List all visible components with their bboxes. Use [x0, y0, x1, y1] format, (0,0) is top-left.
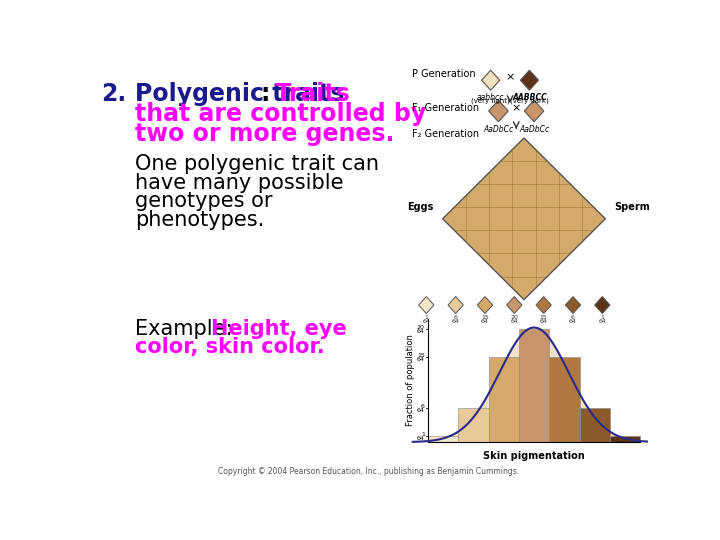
Polygon shape [521, 70, 539, 90]
Text: Height, eye: Height, eye [211, 319, 346, 339]
Polygon shape [524, 100, 544, 122]
Polygon shape [517, 140, 531, 156]
Polygon shape [493, 164, 507, 179]
Polygon shape [541, 211, 555, 226]
Polygon shape [536, 296, 552, 314]
Text: Traits: Traits [266, 82, 349, 106]
Polygon shape [446, 211, 459, 226]
Polygon shape [517, 211, 531, 226]
Polygon shape [493, 211, 507, 226]
Polygon shape [493, 187, 507, 203]
Bar [428, 436, 458, 442]
Text: 64: 64 [569, 319, 577, 324]
Polygon shape [564, 187, 579, 203]
Polygon shape [443, 138, 606, 300]
Polygon shape [493, 235, 507, 250]
Polygon shape [418, 296, 434, 314]
Text: Sperm: Sperm [615, 202, 650, 212]
Polygon shape [541, 187, 555, 203]
Text: AABBCC: AABBCC [512, 92, 546, 102]
Text: ×: × [512, 103, 521, 113]
Bar [580, 408, 610, 442]
Bar [519, 329, 549, 442]
Polygon shape [517, 282, 531, 298]
Text: :: : [261, 82, 270, 106]
Text: AaDbCc: AaDbCc [519, 125, 549, 134]
Polygon shape [564, 235, 579, 250]
Text: 20: 20 [510, 315, 518, 320]
Text: AaDbCc: AaDbCc [483, 125, 513, 134]
Polygon shape [517, 187, 531, 203]
Text: (very light): (very light) [472, 98, 510, 104]
Polygon shape [469, 235, 483, 250]
Text: 2.: 2. [101, 82, 126, 106]
Text: 1: 1 [600, 315, 604, 320]
Polygon shape [564, 211, 579, 226]
Text: Eggs: Eggs [407, 202, 433, 212]
Polygon shape [489, 100, 508, 122]
Polygon shape [507, 296, 522, 314]
Polygon shape [469, 211, 483, 226]
Text: two or more genes.: two or more genes. [135, 122, 395, 146]
Text: 64: 64 [598, 319, 606, 324]
Polygon shape [493, 259, 507, 274]
Text: aabbcc: aabbcc [477, 92, 505, 102]
Text: 1: 1 [424, 315, 428, 320]
Polygon shape [469, 187, 483, 203]
Text: 64: 64 [423, 319, 431, 324]
Text: 64: 64 [417, 436, 425, 441]
Text: phenotypes.: phenotypes. [135, 210, 264, 230]
Text: 64: 64 [451, 319, 459, 324]
Text: 64: 64 [540, 319, 548, 324]
Text: Copyright © 2004 Pearson Education, Inc., publishing as Benjamin Cummings.: Copyright © 2004 Pearson Education, Inc.… [218, 467, 520, 476]
Text: 15: 15 [481, 315, 489, 320]
Text: 20: 20 [417, 325, 425, 330]
Text: that are controlled by: that are controlled by [135, 102, 426, 126]
Text: 64: 64 [417, 357, 425, 362]
Polygon shape [482, 70, 500, 90]
Text: 6: 6 [454, 315, 458, 320]
Text: genotypes or: genotypes or [135, 191, 272, 211]
Polygon shape [448, 296, 463, 314]
Polygon shape [477, 296, 492, 314]
Text: 6: 6 [571, 315, 575, 320]
Polygon shape [517, 235, 531, 250]
Text: F₁ Generation: F₁ Generation [412, 103, 479, 113]
Text: Fraction of population: Fraction of population [406, 335, 415, 427]
Text: 15: 15 [540, 315, 547, 320]
Bar [549, 357, 580, 442]
Text: F₂ Generation: F₂ Generation [412, 130, 479, 139]
Text: One polygenic trait can: One polygenic trait can [135, 154, 379, 174]
Text: ×: × [505, 72, 515, 82]
Text: Skin pigmentation: Skin pigmentation [483, 451, 585, 461]
Text: 64: 64 [481, 319, 489, 324]
Text: Example:: Example: [135, 319, 233, 339]
Text: 1: 1 [421, 433, 425, 437]
Text: 64: 64 [417, 328, 425, 334]
Bar [489, 357, 519, 442]
Polygon shape [541, 259, 555, 274]
Text: have many possible: have many possible [135, 173, 343, 193]
Polygon shape [517, 259, 531, 274]
Bar [610, 436, 640, 442]
Bar [458, 408, 489, 442]
Polygon shape [541, 164, 555, 179]
Polygon shape [565, 296, 580, 314]
Text: P Generation: P Generation [412, 70, 475, 79]
Text: 64: 64 [417, 408, 425, 413]
Text: Polygenic traits: Polygenic traits [135, 82, 344, 106]
Polygon shape [595, 296, 610, 314]
Text: 15: 15 [417, 353, 425, 358]
Polygon shape [517, 164, 531, 179]
Polygon shape [589, 211, 603, 226]
Text: color, skin color.: color, skin color. [135, 338, 325, 357]
Polygon shape [541, 235, 555, 250]
Text: 6: 6 [421, 404, 425, 409]
Text: (very dark): (very dark) [510, 98, 549, 104]
Text: 64: 64 [510, 319, 518, 324]
